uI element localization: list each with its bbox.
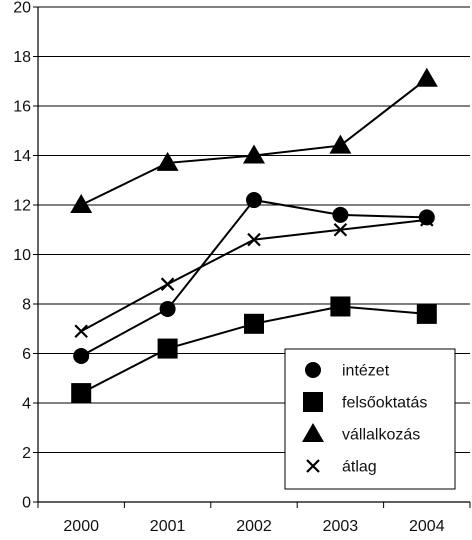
y-tick-label: 2 bbox=[22, 445, 31, 462]
y-tick-label: 6 bbox=[22, 346, 31, 363]
series bbox=[70, 67, 438, 404]
legend-marker-square bbox=[303, 392, 323, 412]
data-point-circle bbox=[73, 347, 90, 364]
legend-label: átlag bbox=[342, 459, 377, 476]
x-tick-label: 2002 bbox=[236, 518, 272, 535]
data-point-square bbox=[157, 338, 178, 359]
y-tick-label: 18 bbox=[13, 49, 31, 66]
y-tick-label: 4 bbox=[22, 396, 31, 413]
data-point-circle bbox=[159, 300, 176, 317]
data-point-cross bbox=[74, 324, 88, 339]
legend-marker-cross bbox=[306, 459, 320, 473]
data-point-cross bbox=[247, 232, 261, 247]
series-triangle bbox=[70, 67, 438, 213]
y-tick-label: 10 bbox=[13, 247, 31, 264]
legend-marker-circle bbox=[305, 362, 321, 378]
data-point-triangle bbox=[156, 151, 179, 171]
x-tick-label: 2004 bbox=[409, 518, 445, 535]
data-point-cross bbox=[160, 277, 175, 291]
series-circle bbox=[73, 192, 435, 364]
x-tick-label: 2001 bbox=[150, 518, 186, 535]
y-axis-ticks: 0 2 4 6 8 10 12 14 16 18 20 bbox=[13, 0, 31, 512]
data-point-square bbox=[416, 303, 437, 324]
x-axis-ticks: 2000 2001 2002 2003 2004 bbox=[63, 518, 444, 535]
y-tick-label: 0 bbox=[22, 495, 31, 512]
axes bbox=[33, 6, 471, 508]
data-point-triangle bbox=[70, 194, 93, 213]
y-tick-label: 16 bbox=[13, 99, 31, 116]
legend-label: felsőoktatás bbox=[342, 395, 427, 412]
legend-label: vállalkozás bbox=[342, 427, 420, 444]
data-point-circle bbox=[418, 209, 435, 226]
y-tick-label: 20 bbox=[13, 0, 31, 17]
data-point-triangle bbox=[415, 67, 438, 87]
data-point-triangle bbox=[243, 144, 265, 164]
x-tick-label: 2000 bbox=[63, 518, 99, 535]
legend-marker-triangle bbox=[302, 423, 324, 442]
y-tick-label: 12 bbox=[13, 198, 31, 215]
data-point-triangle bbox=[329, 134, 352, 154]
data-point-circle bbox=[332, 206, 349, 223]
series-line bbox=[80, 77, 428, 206]
data-point-cross bbox=[420, 213, 434, 227]
series-cross bbox=[74, 213, 434, 339]
data-point-square bbox=[330, 296, 351, 317]
y-tick-label: 14 bbox=[13, 148, 31, 165]
data-point-square bbox=[71, 383, 92, 404]
y-tick-label: 8 bbox=[22, 297, 31, 314]
data-point-circle bbox=[246, 192, 262, 209]
legend: intézet felsőoktatás vállalkozás átlag bbox=[284, 348, 456, 490]
legend-label: intézet bbox=[342, 363, 390, 380]
series-square bbox=[71, 296, 437, 404]
x-tick-label: 2003 bbox=[323, 518, 359, 535]
data-point-square bbox=[244, 313, 264, 334]
data-point-cross bbox=[333, 222, 348, 237]
